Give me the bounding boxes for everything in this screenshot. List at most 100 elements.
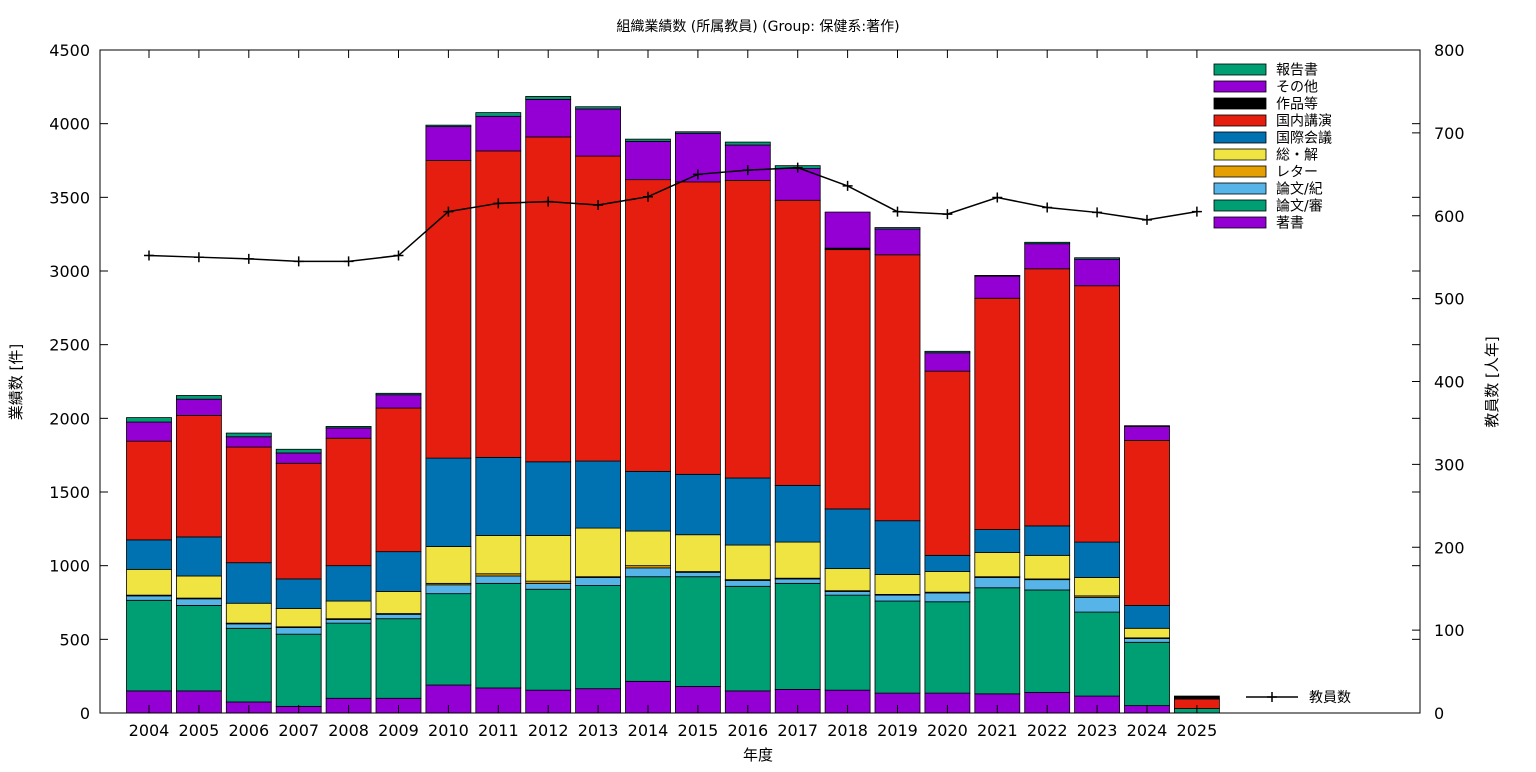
- y2-tick-label: 400: [1434, 373, 1465, 392]
- y2-axis-title: 教員数 [人年]: [1483, 336, 1501, 427]
- bar-segment-2023-4: [1074, 577, 1120, 597]
- bar-segment-2016-2: [724, 580, 771, 587]
- x-tick-label: 2006: [228, 721, 269, 740]
- bar-segment-2014-4: [625, 530, 671, 567]
- y2-tick-label: 300: [1434, 455, 1465, 474]
- bar-segment-2013-4: [575, 527, 621, 578]
- bar-segment-2006-4: [225, 602, 272, 624]
- bar-segment-2004-4: [126, 568, 172, 596]
- line-point-2005: [193, 252, 204, 263]
- legend-swatch-2: [1213, 182, 1267, 195]
- bar-segment-2006-9: [225, 432, 272, 438]
- bar-segment-2008-9: [325, 426, 372, 429]
- y-axis-title: 業績数 [件]: [7, 344, 25, 420]
- x-tick-label: 2012: [528, 721, 569, 740]
- bar-segment-2006-5: [225, 562, 272, 604]
- y2-tick-label: 0: [1434, 704, 1444, 723]
- bar-segment-2006-2: [225, 623, 272, 629]
- bar-segment-2015-6: [675, 181, 721, 475]
- bar-segment-2018-1: [824, 594, 871, 691]
- bar-segment-2023-8: [1074, 258, 1120, 287]
- bar-segment-2011-9: [475, 112, 522, 117]
- x-tick-label: 2009: [378, 721, 419, 740]
- bar-segment-2011-5: [475, 456, 522, 536]
- bar-segment-2008-4: [325, 600, 372, 620]
- bar-segment-2022-9: [1024, 241, 1071, 245]
- bar-segment-2013-1: [575, 585, 621, 690]
- line-point-2025: [1191, 206, 1202, 217]
- bar-segment-2019-2: [874, 594, 921, 602]
- bar-segment-2021-2: [974, 577, 1021, 589]
- y2-tick-label: 800: [1434, 41, 1465, 60]
- bar-segment-2024-1: [1124, 641, 1170, 707]
- bar-segment-2018-8: [824, 211, 871, 249]
- line-layer: [144, 162, 1202, 267]
- x-tick-label: 2017: [777, 721, 818, 740]
- legend-swatch-3: [1213, 165, 1267, 178]
- legend-swatch-4: [1213, 148, 1267, 161]
- bar-segment-2014-2: [625, 567, 671, 578]
- bar-segment-2019-8: [874, 228, 921, 256]
- x-tick-label: 2015: [678, 721, 719, 740]
- bar-segment-2019-5: [874, 520, 921, 575]
- bar-segment-2022-4: [1024, 554, 1071, 580]
- bar-segment-2021-6: [974, 297, 1021, 530]
- bar-segment-2012-4: [525, 535, 572, 582]
- bar-segment-2014-5: [625, 470, 671, 532]
- line-point-2020: [942, 209, 953, 220]
- legend-swatch-0: [1213, 216, 1267, 229]
- bar-segment-2025-7: [1174, 695, 1220, 700]
- line-point-2016: [742, 165, 753, 176]
- x-tick-label: 2019: [877, 721, 918, 740]
- bar-segment-2020-4: [924, 571, 971, 593]
- legend-label-2: 論文/紀: [1276, 182, 1323, 198]
- bar-segment-2023-5: [1074, 541, 1120, 578]
- bars: [126, 96, 1220, 714]
- x-tick-label: 2023: [1077, 721, 1118, 740]
- y2-tick-label: 500: [1434, 290, 1465, 309]
- bar-segment-2005-6: [175, 414, 222, 538]
- bar-segment-2007-2: [275, 627, 322, 635]
- line-point-2022: [1042, 202, 1053, 213]
- legend-line-marker: [1267, 692, 1277, 702]
- bar-segment-2017-2: [774, 578, 821, 584]
- y-tick-label: 2500: [49, 336, 90, 355]
- y-tick-label: 1000: [49, 557, 90, 576]
- legend-label-6: 国内講演: [1276, 114, 1332, 130]
- bar-segment-2009-5: [375, 551, 422, 592]
- bar-segment-2017-5: [774, 484, 821, 543]
- legend-label-line: 教員数: [1309, 690, 1351, 706]
- bar-segment-2021-1: [974, 587, 1021, 695]
- line-point-2015: [692, 169, 703, 180]
- line-point-2013: [593, 199, 604, 210]
- bar-segment-2016-9: [724, 141, 771, 146]
- bar-segment-2015-1: [675, 576, 721, 687]
- bar-segment-2017-6: [774, 199, 821, 486]
- bar-segment-2007-1: [275, 633, 322, 707]
- bar-segment-2012-8: [525, 98, 572, 138]
- y-tick-label: 0: [80, 704, 90, 723]
- axes: 0 500 1000 1500 2000 2500 3000 3500 4000 4500 0 100…: [49, 41, 1464, 740]
- bar-segment-2022-8: [1024, 243, 1071, 270]
- bar-segment-2009-4: [375, 591, 422, 614]
- bar-segment-2018-5: [824, 508, 871, 570]
- bar-segment-2004-1: [126, 599, 172, 692]
- bar-segment-2010-6: [425, 160, 472, 459]
- x-tick-label: 2005: [179, 721, 220, 740]
- bar-segment-2005-1: [175, 605, 222, 692]
- y2-tick-label: 600: [1434, 207, 1465, 226]
- bar-segment-2019-9: [874, 227, 921, 230]
- bar-segment-2021-9: [974, 275, 1021, 277]
- legend-swatch-7: [1213, 97, 1267, 110]
- bar-segment-2014-9: [625, 138, 671, 142]
- bar-segment-2015-5: [675, 473, 721, 536]
- x-tick-label: 2022: [1027, 721, 1068, 740]
- bar-segment-2013-9: [575, 106, 621, 110]
- line-point-2010: [443, 206, 454, 217]
- y-tick-label: 4000: [49, 115, 90, 134]
- bar-segment-2004-8: [126, 421, 172, 442]
- bar-segment-2004-5: [126, 539, 172, 570]
- bar-segment-2010-1: [425, 593, 472, 686]
- bar-segment-2007-9: [275, 448, 322, 454]
- bar-segment-2007-5: [275, 578, 322, 609]
